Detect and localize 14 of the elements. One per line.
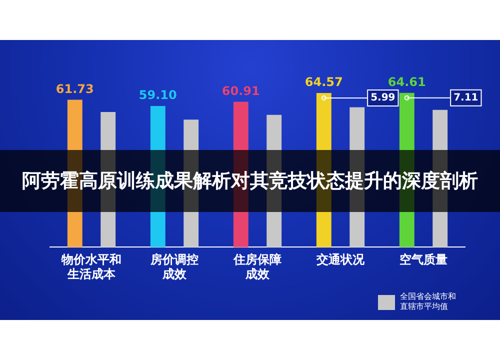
x-tick-label: 物价水平和生活成本	[60, 252, 122, 281]
data-label: 64.57	[304, 75, 343, 90]
data-label: 60.91	[222, 84, 260, 98]
x-tick-label: 空气质量	[400, 252, 448, 267]
text: 阿劳霍高原训练成果解析对其竞技状态提升的深度剖析	[0, 150, 500, 212]
legend-label: 全国省会城市和直辖市平均值	[400, 292, 457, 312]
data-label: 61.73	[56, 82, 94, 96]
data-label: 64.61	[388, 75, 426, 89]
annotation: 5.99	[370, 92, 396, 104]
data-label: 59.10	[138, 88, 177, 102]
x-tick-label: 房价调控成效	[150, 252, 198, 281]
annotation: 7.11	[454, 92, 478, 104]
x-tick-label: 交通状况	[316, 252, 366, 267]
x-tick-label: 住房保障成效	[232, 252, 282, 281]
